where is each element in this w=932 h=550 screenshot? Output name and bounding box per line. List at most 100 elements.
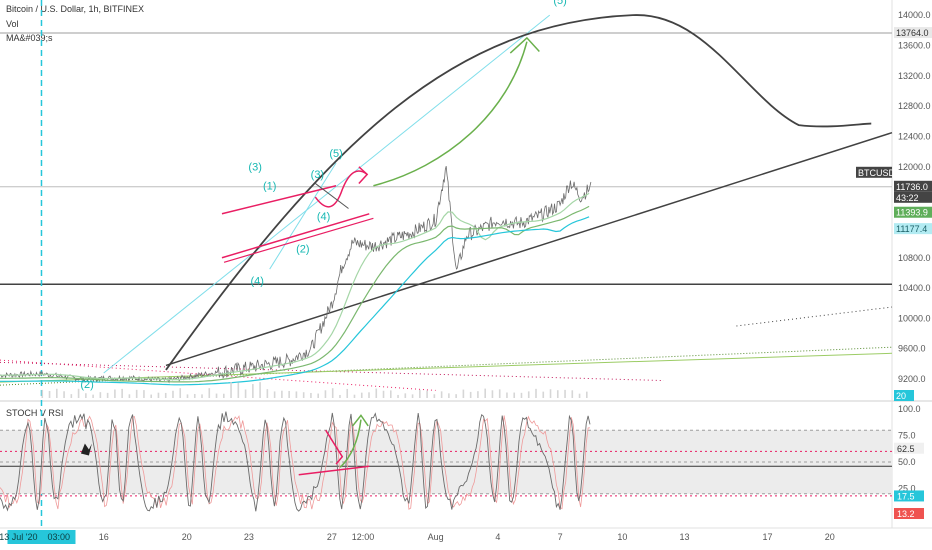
stoch-up-arrow (339, 419, 362, 468)
volume-bar (252, 384, 254, 398)
volume-bar (230, 382, 232, 398)
price-badge (856, 166, 892, 178)
price-tick-label: 13200.0 (898, 71, 931, 81)
volume-bar (77, 388, 80, 398)
volume-bar (331, 388, 334, 398)
rocket-icon (80, 443, 92, 456)
volume-bar (542, 391, 545, 398)
stoch-k-line (0, 411, 591, 512)
symbol-title: Bitcoin / U.S. Dollar, 1h, BITFINEX (6, 4, 145, 14)
time-tick-label: 12:00 (352, 532, 375, 542)
ma-slow-line (0, 216, 590, 386)
volume-bar (448, 393, 450, 398)
stoch-d-line (0, 415, 590, 510)
wave-sketch-arrowhead (358, 166, 369, 184)
time-tick-label: 17 (763, 532, 773, 542)
wave-label: (4) (251, 275, 264, 287)
crosshair-date-badge (7, 530, 76, 544)
volume-bar (317, 393, 319, 398)
stoch-badge (894, 442, 924, 454)
volume-bar (462, 389, 465, 398)
price-tick-label: 9600.0 (898, 344, 926, 354)
volume-bar (281, 390, 283, 398)
price-tick-label: 12400.0 (898, 131, 931, 141)
teal-fan-line (103, 14, 551, 374)
volume-bar (469, 391, 472, 398)
price-badge (894, 206, 932, 218)
volume-bar (527, 391, 530, 398)
volume-bar (556, 390, 559, 398)
volume-bar (353, 394, 356, 398)
wave-label: (4) (317, 211, 330, 223)
channel-lower-line-2 (223, 217, 374, 263)
crosshair-time-label: 03:00 (47, 532, 70, 542)
volume-bar (419, 389, 421, 398)
volume-bar (143, 390, 145, 398)
volume-bar (324, 390, 327, 398)
volume-bar (513, 392, 516, 398)
projection-arrowhead (509, 36, 540, 54)
time-tick-label: 4 (495, 532, 500, 542)
time-tick-label: 16 (99, 532, 109, 542)
volume-bar (172, 390, 174, 398)
stoch-tick-label: 50.0 (898, 457, 916, 467)
volume-bar (237, 382, 240, 398)
volume-bar (266, 389, 269, 398)
ma-medium-line (0, 205, 590, 383)
volume-bar (215, 393, 218, 398)
volume-bar (128, 394, 131, 398)
volume-bar (389, 390, 392, 398)
volume-bar (491, 390, 494, 398)
volume-bar (193, 393, 196, 398)
price-badge (894, 191, 932, 203)
projection-arrow (373, 41, 528, 187)
volume-bar (484, 388, 486, 398)
volume-bar (244, 389, 247, 398)
price-badge-label: 43:22 (896, 193, 919, 203)
wave-label: (3) (311, 169, 324, 181)
volume-bar (157, 392, 160, 398)
wave-label: (5) (553, 0, 566, 7)
volume-bar (455, 394, 457, 398)
volume-bar (295, 391, 298, 398)
stoch-badge (894, 508, 924, 520)
volume-bar (259, 382, 261, 398)
wave-label: (2) (296, 243, 309, 255)
time-tick-label: 23 (244, 532, 254, 542)
volume-bar (56, 388, 58, 398)
stoch-tick-label: 100.0 (898, 404, 921, 414)
volume-bar (382, 390, 385, 398)
volume-bar (477, 391, 479, 398)
price-badge-label: 11177.4 (896, 224, 927, 234)
time-tick-label: 20 (825, 532, 835, 542)
price-badge-label: 11393.9 (896, 208, 928, 218)
stoch-up-arrowhead (352, 414, 369, 427)
volume-bar (135, 389, 138, 398)
volume-bar (346, 388, 349, 398)
volume-bar (48, 390, 51, 398)
price-tick-label: 13600.0 (898, 40, 931, 50)
time-tick-label: 20 (182, 532, 192, 542)
crosshair-date-label: 13 Jul '20 (0, 532, 37, 542)
volume-bar (578, 393, 581, 398)
volume-bar (310, 392, 312, 398)
price-tick-label: 14000.0 (898, 10, 931, 20)
volume-bar (106, 392, 109, 398)
wave-label: (5) (329, 148, 342, 160)
volume-bar (397, 394, 399, 398)
volume-bar (433, 394, 436, 398)
wave-label-layer: (5)(3)(3)(1)(5)(4)(2)(4)(2) (80, 0, 566, 391)
price-tick-label: 10800.0 (898, 253, 931, 263)
stoch-badge-label: 13.2 (897, 509, 915, 519)
volume-bar (150, 394, 152, 398)
time-tick-label: 10 (617, 532, 627, 542)
projection-dotted-line (736, 306, 893, 327)
overlay-layer (0, 0, 893, 528)
price-tick-label: 12800.0 (898, 101, 931, 111)
price-layer (0, 166, 592, 398)
volume-bar (586, 391, 588, 398)
volume-bar (273, 391, 276, 398)
channel-lower-line (221, 213, 370, 259)
oscillator-layer (0, 411, 892, 512)
